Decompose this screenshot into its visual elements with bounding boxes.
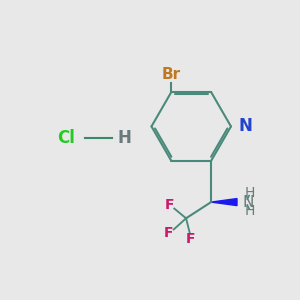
Text: N: N bbox=[238, 117, 252, 135]
Text: H: H bbox=[118, 129, 131, 147]
Text: Cl: Cl bbox=[57, 129, 75, 147]
Text: F: F bbox=[165, 198, 175, 212]
Polygon shape bbox=[211, 199, 237, 206]
Text: F: F bbox=[186, 232, 195, 247]
Text: F: F bbox=[164, 226, 173, 240]
Text: H: H bbox=[245, 204, 255, 218]
Text: Br: Br bbox=[162, 67, 181, 82]
Text: H: H bbox=[245, 186, 255, 200]
Text: N: N bbox=[242, 195, 254, 210]
